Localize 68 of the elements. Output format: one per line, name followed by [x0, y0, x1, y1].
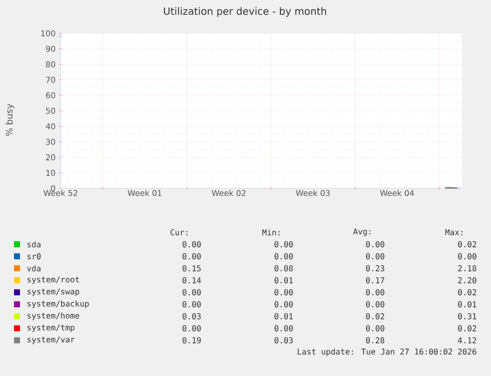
legend-label: system/backup	[28, 300, 89, 308]
legend-label: system/swap	[28, 288, 80, 296]
y-tick-label: 90	[46, 46, 56, 52]
legend-label: vda	[27, 265, 40, 272]
x-tick-label: Week 04	[380, 190, 414, 196]
text: 4.12	[458, 337, 476, 344]
text: 0.00	[182, 253, 201, 260]
text: 0.00	[182, 241, 201, 248]
y-tick-label: 0	[51, 185, 56, 192]
y-tick-label: 80	[46, 61, 56, 68]
text: 0.00	[366, 253, 384, 260]
text: 0.00	[274, 301, 293, 308]
text: 0.08	[274, 265, 293, 272]
legend-label: system/home	[28, 312, 80, 320]
text: Avg:	[353, 228, 370, 236]
text: 0.02	[458, 241, 476, 248]
text: 0.17	[366, 277, 384, 284]
y-tick-label: 20	[46, 154, 56, 160]
text: 2.18	[458, 265, 476, 272]
text: 0.00	[274, 241, 293, 248]
text: 0.19	[182, 337, 201, 344]
text: 0.31	[458, 313, 476, 320]
text: Last update: Tue Jan 27 16:00:02 2026	[298, 348, 476, 356]
legend-label: sr0	[28, 253, 41, 260]
text: 0.00	[366, 289, 384, 296]
text: 0.00	[182, 325, 201, 332]
x-tick-label: Week 03	[296, 190, 330, 196]
text: Cur:	[170, 229, 188, 236]
text: 0.02	[366, 313, 384, 320]
text: 0.03	[182, 313, 201, 320]
chart-title: Utilization per device - by month	[164, 7, 326, 17]
y-tick-label: 30	[46, 138, 56, 145]
text: 0.28	[366, 337, 384, 344]
text: 0.01	[274, 277, 293, 284]
text: 0.01	[458, 301, 476, 308]
legend-label: system/root	[28, 276, 79, 284]
y-tick-label: 10	[46, 170, 56, 176]
text: 0.00	[366, 325, 384, 332]
y-tick-label: 40	[46, 123, 56, 130]
text: 0.02	[458, 289, 476, 296]
text: 0.00	[182, 289, 201, 296]
text: 0.01	[274, 313, 293, 320]
y-tick-label: 70	[46, 76, 56, 83]
text: 0.02	[458, 325, 476, 332]
text: 0.00	[458, 253, 476, 260]
y-tick-label: 100	[41, 30, 56, 36]
x-tick-label: Week 52	[44, 190, 78, 196]
text: 2.20	[458, 277, 476, 284]
text: 0.00	[274, 325, 293, 332]
text: 0.00	[366, 241, 384, 248]
text: 0.00	[182, 301, 201, 308]
text: 0.23	[366, 265, 384, 272]
text: 0.14	[182, 277, 201, 284]
y-tick-label: 60	[46, 92, 56, 98]
legend-label: sda	[28, 241, 40, 248]
y-axis-title: % busy	[6, 104, 14, 136]
x-tick-label: Week 02	[212, 190, 246, 196]
text: 0.00	[366, 301, 384, 308]
text: 0.00	[274, 289, 293, 296]
text: Max:	[445, 229, 462, 236]
text: Min:	[262, 229, 280, 236]
text: 0.15	[182, 265, 201, 272]
legend-label: system/tmp	[28, 324, 74, 332]
y-tick-label: 50	[46, 108, 56, 114]
text: 0.00	[274, 253, 293, 260]
x-tick-label: Week 01	[128, 190, 162, 196]
text: 0.03	[274, 337, 293, 344]
legend-label: system/var	[28, 336, 75, 344]
